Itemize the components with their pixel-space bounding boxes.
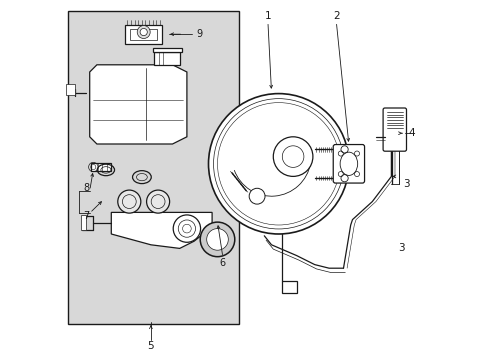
Text: 9: 9 bbox=[196, 29, 202, 39]
Bar bbox=[130, 29, 157, 40]
Text: 3: 3 bbox=[402, 179, 408, 189]
Circle shape bbox=[200, 222, 234, 257]
FancyBboxPatch shape bbox=[382, 108, 406, 151]
Circle shape bbox=[140, 28, 147, 36]
Circle shape bbox=[249, 188, 264, 204]
Bar bbox=[282, 281, 296, 293]
Text: 6: 6 bbox=[220, 258, 225, 268]
Text: 4: 4 bbox=[408, 128, 414, 138]
Text: 3: 3 bbox=[397, 243, 404, 253]
Text: 2: 2 bbox=[332, 11, 339, 21]
Text: 7: 7 bbox=[83, 211, 89, 221]
Circle shape bbox=[340, 175, 347, 182]
FancyBboxPatch shape bbox=[332, 144, 364, 183]
Circle shape bbox=[340, 146, 347, 153]
Polygon shape bbox=[111, 212, 212, 248]
Text: 5: 5 bbox=[147, 341, 154, 351]
Circle shape bbox=[137, 26, 150, 39]
Circle shape bbox=[208, 94, 348, 234]
Text: 8: 8 bbox=[83, 183, 89, 193]
Bar bbox=[125, 25, 162, 44]
Circle shape bbox=[146, 190, 169, 213]
Circle shape bbox=[206, 229, 228, 250]
Bar bbox=[154, 52, 179, 65]
Circle shape bbox=[273, 137, 312, 176]
Bar bbox=[81, 215, 86, 230]
Bar bbox=[91, 163, 111, 171]
Bar bbox=[66, 84, 75, 95]
Circle shape bbox=[173, 215, 200, 242]
Bar bbox=[68, 11, 239, 324]
Bar bbox=[152, 48, 181, 52]
Circle shape bbox=[118, 190, 141, 213]
Polygon shape bbox=[89, 65, 186, 144]
Text: 1: 1 bbox=[264, 11, 271, 21]
